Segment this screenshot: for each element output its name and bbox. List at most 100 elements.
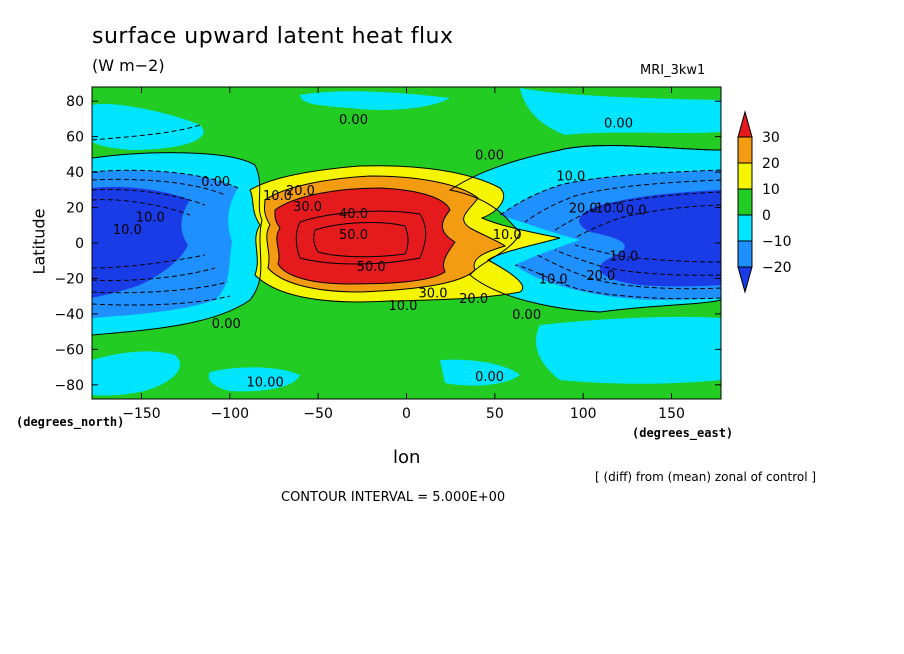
contour-label: 10.0 [136, 210, 165, 225]
contour-label: 0.00 [212, 317, 241, 332]
contour-line [92, 178, 226, 196]
colorbar-swatch [737, 136, 753, 164]
x-tick-label: −150 [122, 406, 160, 422]
contour-line [92, 124, 201, 141]
colorbar-swatch [737, 188, 753, 216]
colorbar-bottom-arrow [737, 266, 753, 294]
contour-label: 0.00 [339, 113, 368, 128]
x-axis-label: lon [393, 447, 421, 468]
contour-line [92, 152, 263, 336]
y-tick-label: 0 [75, 236, 84, 252]
y-axis-units: (degrees_north) [16, 415, 125, 429]
contour-label: 10.0 [493, 228, 522, 243]
x-axis-units: (degrees_east) [632, 426, 734, 440]
contour-label: 20.0 [569, 202, 598, 217]
cyan-s-mid [208, 367, 300, 392]
contour-line [295, 210, 427, 265]
contour-label: 20.0 [459, 292, 488, 307]
x-tick-label: −100 [211, 406, 249, 422]
contour-line [92, 199, 191, 216]
cyan-nw [92, 103, 204, 150]
colorbar-label: 30 [762, 130, 780, 146]
cyan-north [300, 91, 450, 110]
contour-label: 0.00 [512, 308, 541, 323]
contour-label: 10.0 [263, 189, 292, 204]
contour-line [92, 281, 229, 294]
contour-label: 10.0 [609, 249, 638, 264]
colorbar-swatch [737, 214, 753, 242]
x-tick-label: −50 [303, 406, 333, 422]
contour-label: 20.0 [586, 269, 615, 284]
cyan-south [536, 316, 721, 384]
contour-line [92, 169, 239, 189]
x-tick-label: 150 [658, 406, 685, 422]
axes: −150 −100 −50 0 50 100 150 80 60 40 20 0 −20 −40 −60 −8… [54, 87, 721, 422]
colorbar: 30 20 10 0 −10 −20 [737, 110, 792, 294]
cyan-sw [92, 351, 181, 396]
dashed-contours [92, 124, 721, 306]
contour-label: 0.0 [626, 203, 647, 218]
contour-line [534, 253, 721, 290]
x-tick-label: 50 [486, 406, 504, 422]
diff-note: [ (diff) from (mean) zonal of control ] [595, 470, 817, 484]
contour-label: 30.0 [293, 200, 322, 215]
y-tick-label: 40 [66, 165, 84, 181]
y-tick-label: −60 [54, 342, 84, 358]
colorbar-swatch [737, 240, 753, 268]
contour-label: 50.0 [339, 228, 368, 243]
contour-label: 10.0 [388, 299, 417, 314]
colorbar-label: −20 [762, 260, 792, 276]
contour-label: 10.0 [595, 202, 624, 217]
cyan-s-center [440, 359, 520, 386]
deepblue-east [579, 190, 721, 287]
contour-line [524, 179, 721, 223]
contour-line [514, 264, 721, 300]
y-tick-label: −40 [54, 307, 84, 323]
contour-interval: CONTOUR INTERVAL = 5.000E+00 [281, 490, 506, 505]
contour-label: 0.00 [475, 370, 504, 385]
chart-units: (W m−2) [92, 56, 165, 75]
contour-labels: 0.00 0.000.000.00 10.010.010.010.020.030.0… [113, 113, 647, 390]
deepblue-west [92, 186, 190, 298]
contour-line [559, 145, 721, 151]
y-tick-label: 80 [66, 94, 84, 110]
contour-label: 10.0 [539, 272, 568, 287]
contour-line [249, 165, 561, 303]
contour-label: 50.0 [357, 260, 386, 275]
contour-label: 0.00 [201, 175, 230, 190]
contour-label: 10.0 [113, 223, 142, 238]
contour-line [92, 254, 206, 269]
contour-line [554, 191, 721, 231]
colorbar-label: 0 [762, 208, 771, 224]
chart-title: surface upward latent heat flux [92, 24, 454, 49]
contour-line [554, 249, 721, 276]
contour-line [313, 222, 409, 258]
colorbar-swatch [737, 162, 753, 190]
contour-label: 20.0 [286, 184, 315, 199]
model-name: MRI_3kw1 [640, 63, 706, 78]
contour-line [499, 169, 721, 216]
contour-label: 30.0 [419, 287, 448, 302]
contour-label: 10.00 [247, 375, 284, 390]
contour-line [574, 204, 721, 239]
cyan-ne [520, 88, 721, 135]
contour-line [263, 175, 507, 293]
y-tick-label: 60 [66, 130, 84, 146]
y-tick-label: 20 [66, 201, 84, 217]
x-tick-label: 0 [402, 406, 411, 422]
x-tick-label: 100 [570, 406, 597, 422]
colorbar-label: 20 [762, 156, 780, 172]
contour-line [92, 189, 206, 206]
colorbar-label: −10 [762, 234, 792, 250]
contour-line [274, 187, 456, 285]
colorbar-top-arrow [737, 110, 753, 138]
contour-line [574, 244, 721, 263]
contour-label: 0.00 [604, 116, 633, 131]
contour-label: 10.0 [556, 170, 585, 185]
y-tick-label: −20 [54, 271, 84, 287]
y-tick-label: −80 [54, 378, 84, 394]
contour-label: 40.0 [339, 207, 368, 222]
contour-field [92, 87, 721, 399]
contour-line [92, 295, 231, 306]
